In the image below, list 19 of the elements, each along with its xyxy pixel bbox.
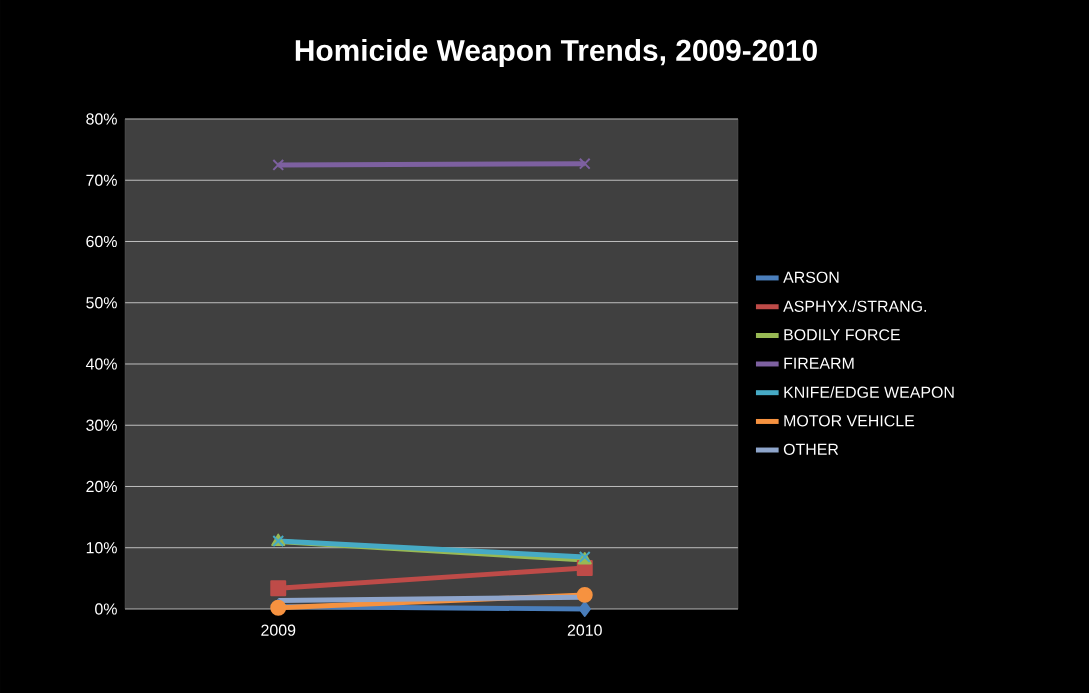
legend-label: MOTOR VEHICLE [784, 415, 915, 427]
y-tick-label: 0% [95, 603, 117, 615]
legend-label: KNIFE/EDGE WEAPON [784, 386, 954, 398]
y-tick-label: 20% [86, 480, 117, 493]
legend-label: BODILY FORCE [784, 329, 900, 341]
x-tick-label: 2009 [261, 624, 296, 636]
y-tick-label: 40% [85, 358, 117, 370]
y-tick-label: 50% [86, 297, 117, 309]
legend-label: OTHER [783, 443, 839, 455]
x-tick-label: 2010 [567, 624, 602, 636]
legend-label: ASPHYX./STRANG. [783, 300, 927, 312]
y-tick-label: 30% [86, 419, 117, 431]
legend-label: ARSON [783, 271, 839, 283]
y-tick-label: 80% [86, 113, 117, 125]
y-tick-label: 10% [86, 542, 117, 554]
chart-title: Homicide Weapon Trends, 2009-2010 [295, 39, 817, 67]
y-tick-label: 60% [86, 235, 117, 248]
y-tick-label: 70% [86, 174, 117, 186]
legend-label: FIREARM [784, 357, 854, 369]
